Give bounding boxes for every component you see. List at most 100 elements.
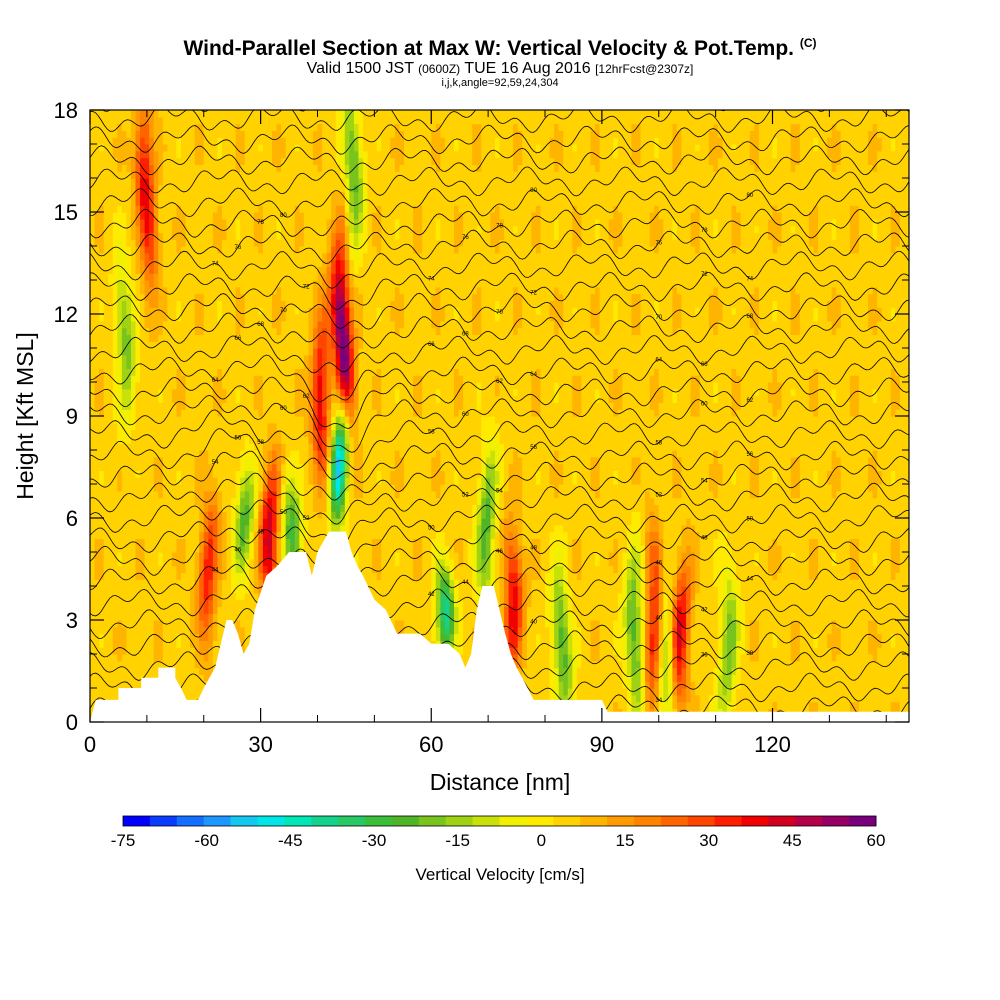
velocity-cell [522,674,551,682]
velocity-cell [303,416,309,424]
velocity-cell [736,409,774,417]
theta-contour-label: 74 [746,277,753,283]
velocity-cell [194,157,205,165]
velocity-cell [740,620,746,628]
velocity-cell [781,232,810,240]
velocity-cell [758,307,774,315]
velocity-cell [262,463,269,471]
velocity-cell [258,586,264,594]
velocity-cell [335,348,341,356]
title-tag: (C) [799,36,817,50]
velocity-cell [190,626,196,635]
velocity-cell [403,300,432,308]
velocity-cell [231,524,237,533]
velocity-cell [135,354,141,363]
velocity-cell [103,565,137,573]
velocity-cell [149,212,155,220]
velocity-cell [349,524,473,533]
velocity-cell [485,511,491,519]
velocity-cell [112,314,118,322]
velocity-cell [572,626,582,635]
velocity-cell [554,382,560,390]
velocity-cell [581,565,614,573]
theta-contour-label: 72 [303,285,310,291]
velocity-cell [531,395,542,403]
velocity-cell [294,218,305,227]
velocity-cell [599,620,614,628]
velocity-cell [199,640,214,648]
velocity-cell [736,565,769,573]
velocity-cell [149,252,155,261]
velocity-cell [149,327,164,335]
velocity-cell [135,259,141,267]
velocity-cell [722,579,728,587]
velocity-cell [335,354,341,363]
velocity-cell [599,456,633,465]
velocity-cell [285,137,314,145]
velocity-cell [581,538,614,546]
velocity-cell [799,327,833,335]
velocity-cell [590,633,601,641]
velocity-cell [194,613,200,621]
velocity-cell [276,422,305,431]
velocity-cell [736,586,742,594]
velocity-cell [340,497,346,505]
velocity-cell [90,259,114,267]
velocity-cell [440,626,446,635]
velocity-cell [258,477,264,485]
velocity-cell [281,538,287,546]
velocity-cell [631,531,642,539]
velocity-cell [130,225,137,233]
velocity-cell [253,552,259,560]
velocity-cell [340,150,346,159]
velocity-cell [649,626,660,635]
velocity-cell [836,164,874,172]
velocity-cell [731,402,742,410]
velocity-cell [481,307,496,315]
velocity-cell [331,293,337,301]
velocity-cell [563,640,569,648]
velocity-cell [754,286,760,295]
velocity-cell [531,592,546,601]
velocity-cell [149,218,155,227]
velocity-cell [99,205,105,213]
velocity-cell [144,252,150,261]
velocity-cell [185,538,200,546]
velocity-cell [731,688,737,696]
velocity-cell [767,388,783,397]
velocity-cell [335,293,346,301]
velocity-cell [549,477,564,485]
velocity-cell [736,579,742,587]
velocity-cell [403,477,432,485]
velocity-cell [358,416,482,424]
velocity-cell [363,116,909,125]
velocity-cell [818,402,851,410]
velocity-cell [308,334,314,342]
velocity-cell [303,212,332,220]
velocity-cell [162,150,178,159]
velocity-cell [281,450,287,458]
velocity-cell [103,225,114,233]
velocity-cell [622,375,651,383]
velocity-cell [312,477,319,485]
velocity-cell [472,130,482,138]
velocity-cell [663,694,669,703]
velocity-cell [335,320,341,329]
colorbar-swatch [230,816,258,826]
velocity-cell [317,484,328,492]
velocity-cell [731,613,737,621]
velocity-cell [827,470,842,478]
velocity-cell [840,626,869,635]
velocity-cell [267,545,273,553]
velocity-cell [686,633,692,641]
velocity-cell [640,654,646,662]
velocity-cell [99,633,105,641]
velocity-cell [877,300,909,308]
velocity-cell [226,218,237,227]
velocity-cell [840,137,869,145]
velocity-cell [144,538,178,546]
velocity-cell [595,490,601,499]
velocity-cell [563,524,628,533]
velocity-cell [149,171,155,179]
velocity-cell [153,123,164,131]
